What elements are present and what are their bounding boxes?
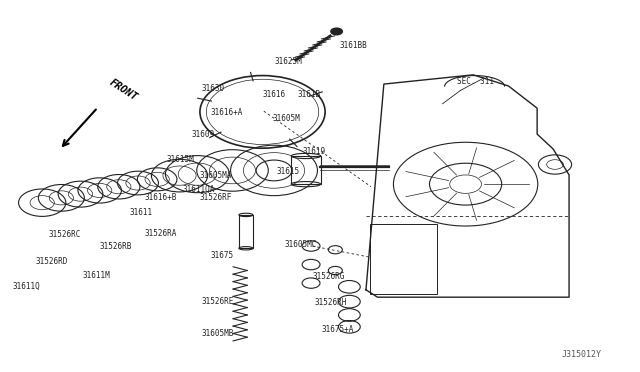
Text: 31526RE: 31526RE	[202, 297, 234, 306]
Text: 31605M: 31605M	[272, 114, 300, 123]
Text: 31675: 31675	[210, 251, 234, 260]
Text: 31605MA: 31605MA	[200, 171, 232, 180]
Text: 31611: 31611	[130, 208, 153, 217]
Text: 31526RA: 31526RA	[145, 229, 177, 238]
Text: 31619: 31619	[302, 147, 325, 156]
Text: 31630: 31630	[202, 84, 225, 93]
Text: 31526RB: 31526RB	[100, 241, 132, 250]
Bar	[239, 215, 253, 248]
Text: 31611M: 31611M	[83, 271, 110, 280]
Text: 31675+A: 31675+A	[321, 325, 354, 334]
Bar	[370, 224, 437, 294]
Text: 31611QA: 31611QA	[182, 185, 215, 194]
Text: 31609: 31609	[191, 130, 214, 140]
Text: 31526RH: 31526RH	[315, 298, 348, 307]
Text: 3161B: 3161B	[298, 90, 321, 99]
Text: SEC. 311: SEC. 311	[458, 77, 494, 86]
Text: 31625M: 31625M	[274, 57, 302, 66]
Text: 31616+B: 31616+B	[145, 193, 177, 202]
Text: 31605MB: 31605MB	[202, 329, 234, 338]
Text: 31526RD: 31526RD	[36, 257, 68, 266]
Bar	[291, 156, 321, 184]
Text: 31615: 31615	[276, 167, 300, 176]
Text: 31611Q: 31611Q	[12, 282, 40, 291]
Text: 3161BB: 3161BB	[339, 41, 367, 51]
Text: 31615M: 31615M	[167, 155, 195, 164]
Text: J315012Y: J315012Y	[561, 350, 602, 359]
Text: 31616+A: 31616+A	[210, 108, 243, 117]
Text: 31605MC: 31605MC	[285, 240, 317, 249]
Circle shape	[331, 28, 342, 35]
Text: 31616: 31616	[262, 90, 285, 99]
Text: 31526RG: 31526RG	[312, 272, 345, 281]
Text: FRONT: FRONT	[108, 77, 140, 103]
Text: 31526RF: 31526RF	[200, 193, 232, 202]
Text: 31526RC: 31526RC	[49, 230, 81, 239]
